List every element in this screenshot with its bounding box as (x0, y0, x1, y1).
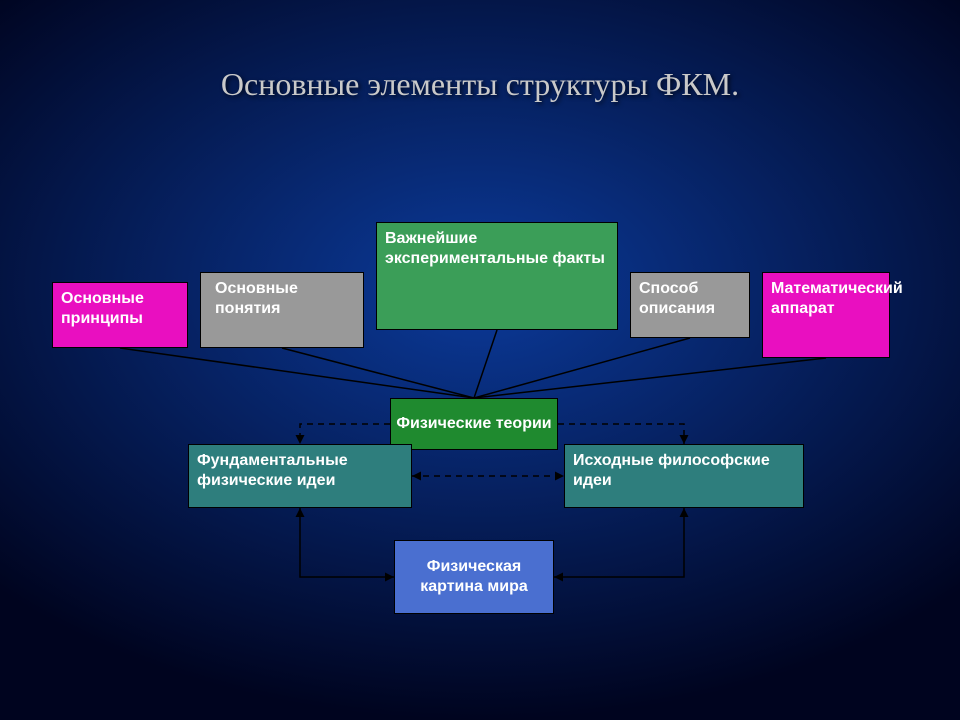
node-n5: Математический аппарат (762, 272, 890, 358)
edge-n6-n7 (300, 424, 390, 444)
edge-n5-n6 (474, 358, 826, 398)
node-n8: Исходные философские идеи (564, 444, 804, 508)
edge-n8-n9 (554, 508, 684, 577)
node-n7: Фундаментальные физические идеи (188, 444, 412, 508)
edge-n2-n6 (282, 348, 474, 398)
edge-n7-n9 (300, 508, 394, 577)
edge-n3-n6 (474, 330, 497, 398)
edge-n4-n6 (474, 338, 690, 398)
slide-stage: Основные элементы структуры ФКМ. Основны… (0, 0, 960, 720)
node-n4: Способ описания (630, 272, 750, 338)
edge-n6-n8 (558, 424, 684, 444)
node-n9: Физическая картина мира (394, 540, 554, 614)
node-n2: Основные понятия (200, 272, 364, 348)
slide-title: Основные элементы структуры ФКМ. (0, 66, 960, 103)
node-n1: Основные принципы (52, 282, 188, 348)
node-n6: Физические теории (390, 398, 558, 450)
node-n3: Важнейшие экспериментальные факты (376, 222, 618, 330)
edge-n1-n6 (120, 348, 474, 398)
